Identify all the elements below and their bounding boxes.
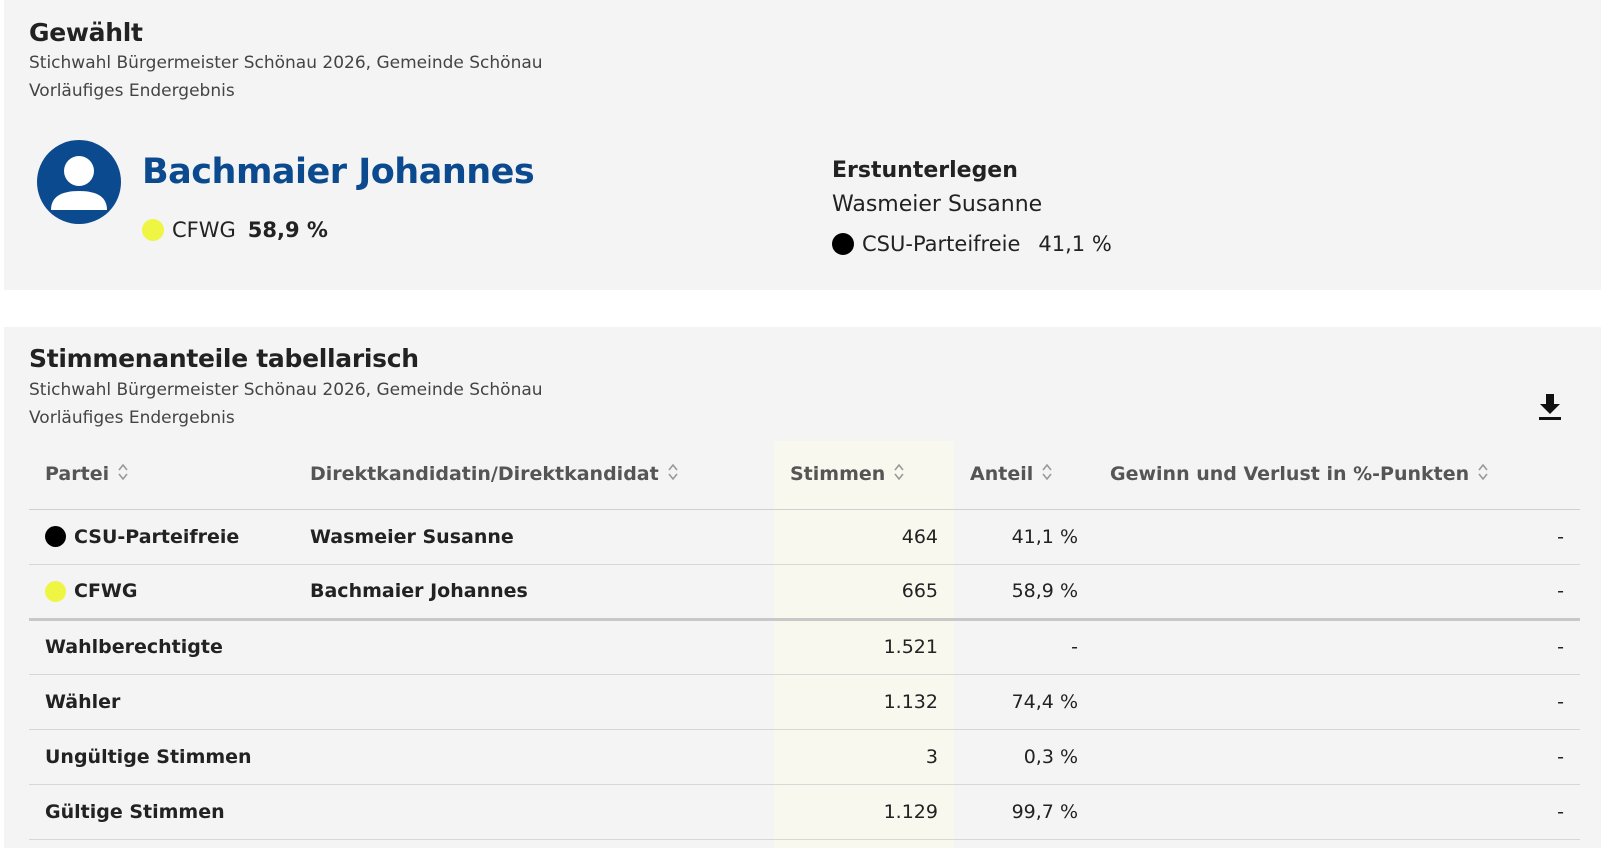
summary-label: Wähler [29, 674, 294, 730]
votes-cell: 464 [774, 509, 954, 565]
column-header-kandidat[interactable]: Direktkandidatin/Direktkandidat [294, 441, 774, 510]
change-cell: - [1094, 509, 1580, 565]
elected-heading: Gewählt [29, 18, 143, 47]
party-color-dot [45, 526, 66, 547]
party-color-dot [45, 580, 66, 602]
runner-up-percentage: 41,1 % [1038, 232, 1112, 256]
share-cell: 74,4 % [954, 674, 1094, 730]
table-row: Wahlberechtigte 1.521 - - [29, 619, 1580, 675]
table-row: Ungültige Stimmen 3 0,3 % - [29, 729, 1580, 785]
summary-label: Wahlberechtigte [29, 619, 294, 675]
share-cell: 0,3 % [954, 729, 1094, 785]
winner-party-name: CFWG [172, 218, 236, 242]
results-table: Partei Direktkandidatin/Direktkandidat S… [29, 441, 1580, 840]
party-name: CSU-Parteifreie [74, 525, 240, 548]
change-cell: - [1094, 564, 1580, 621]
party-cell: CFWG [45, 580, 294, 602]
votes-cell: 665 [774, 564, 954, 621]
votes-cell: 1.132 [774, 674, 954, 730]
table-row: Wähler 1.132 74,4 % - [29, 674, 1580, 730]
summary-label: Gültige Stimmen [29, 784, 294, 840]
change-cell: - [1094, 619, 1580, 675]
elected-status: Vorläufiges Endergebnis [29, 81, 235, 101]
party-color-dot [142, 219, 164, 241]
share-cell: 41,1 % [954, 509, 1094, 565]
change-cell: - [1094, 729, 1580, 785]
download-icon[interactable] [1536, 392, 1564, 422]
runner-up-party-name: CSU-Parteifreie [862, 232, 1021, 256]
votes-cell: 1.521 [774, 619, 954, 675]
sort-icon[interactable] [1477, 462, 1489, 487]
share-cell: - [954, 619, 1094, 675]
winner-percentage: 58,9 % [247, 218, 328, 242]
runner-up-name: Wasmeier Susanne [832, 192, 1043, 217]
candidate-name: Wasmeier Susanne [294, 509, 774, 565]
table-row: Gültige Stimmen 1.129 99,7 % - [29, 784, 1580, 840]
table-subtitle: Stichwahl Bürgermeister Schönau 2026, Ge… [29, 380, 543, 400]
table-status: Vorläufiges Endergebnis [29, 408, 235, 428]
sort-icon[interactable] [667, 462, 679, 487]
elected-card: Gewählt Stichwahl Bürgermeister Schönau … [4, 0, 1601, 290]
column-header-anteil[interactable]: Anteil [954, 441, 1094, 510]
votes-cell: 1.129 [774, 784, 954, 840]
table-header-row: Partei Direktkandidatin/Direktkandidat S… [29, 441, 1580, 510]
table-row: CFWG Bachmaier Johannes 665 58,9 % - [29, 564, 1580, 621]
party-cell: CSU-Parteifreie [45, 526, 294, 548]
sort-icon[interactable] [893, 462, 905, 487]
table-heading: Stimmenanteile tabellarisch [29, 344, 419, 373]
column-header-stimmen[interactable]: Stimmen [774, 441, 954, 510]
share-cell: 99,7 % [954, 784, 1094, 840]
party-name: CFWG [74, 580, 138, 602]
column-header-partei[interactable]: Partei [29, 441, 294, 510]
share-cell: 58,9 % [954, 564, 1094, 621]
sort-icon[interactable] [117, 462, 129, 487]
winner-name: Bachmaier Johannes [142, 152, 535, 192]
runner-up-label: Erstunterlegen [832, 158, 1018, 183]
change-cell: - [1094, 674, 1580, 730]
winner-party: CFWG 58,9 % [142, 218, 328, 242]
votes-cell: 3 [774, 729, 954, 785]
change-cell: - [1094, 784, 1580, 840]
elected-subtitle: Stichwahl Bürgermeister Schönau 2026, Ge… [29, 53, 543, 73]
summary-label: Ungültige Stimmen [29, 729, 294, 785]
party-color-dot [832, 233, 854, 255]
table-row: CSU-Parteifreie Wasmeier Susanne 464 41,… [29, 509, 1580, 565]
sort-icon[interactable] [1041, 462, 1053, 487]
candidate-name: Bachmaier Johannes [294, 564, 774, 621]
person-icon [37, 140, 121, 224]
runner-up-party: CSU-Parteifreie 41,1 % [832, 232, 1112, 256]
column-header-gewinn-verlust[interactable]: Gewinn und Verlust in %-Punkten [1094, 441, 1580, 510]
